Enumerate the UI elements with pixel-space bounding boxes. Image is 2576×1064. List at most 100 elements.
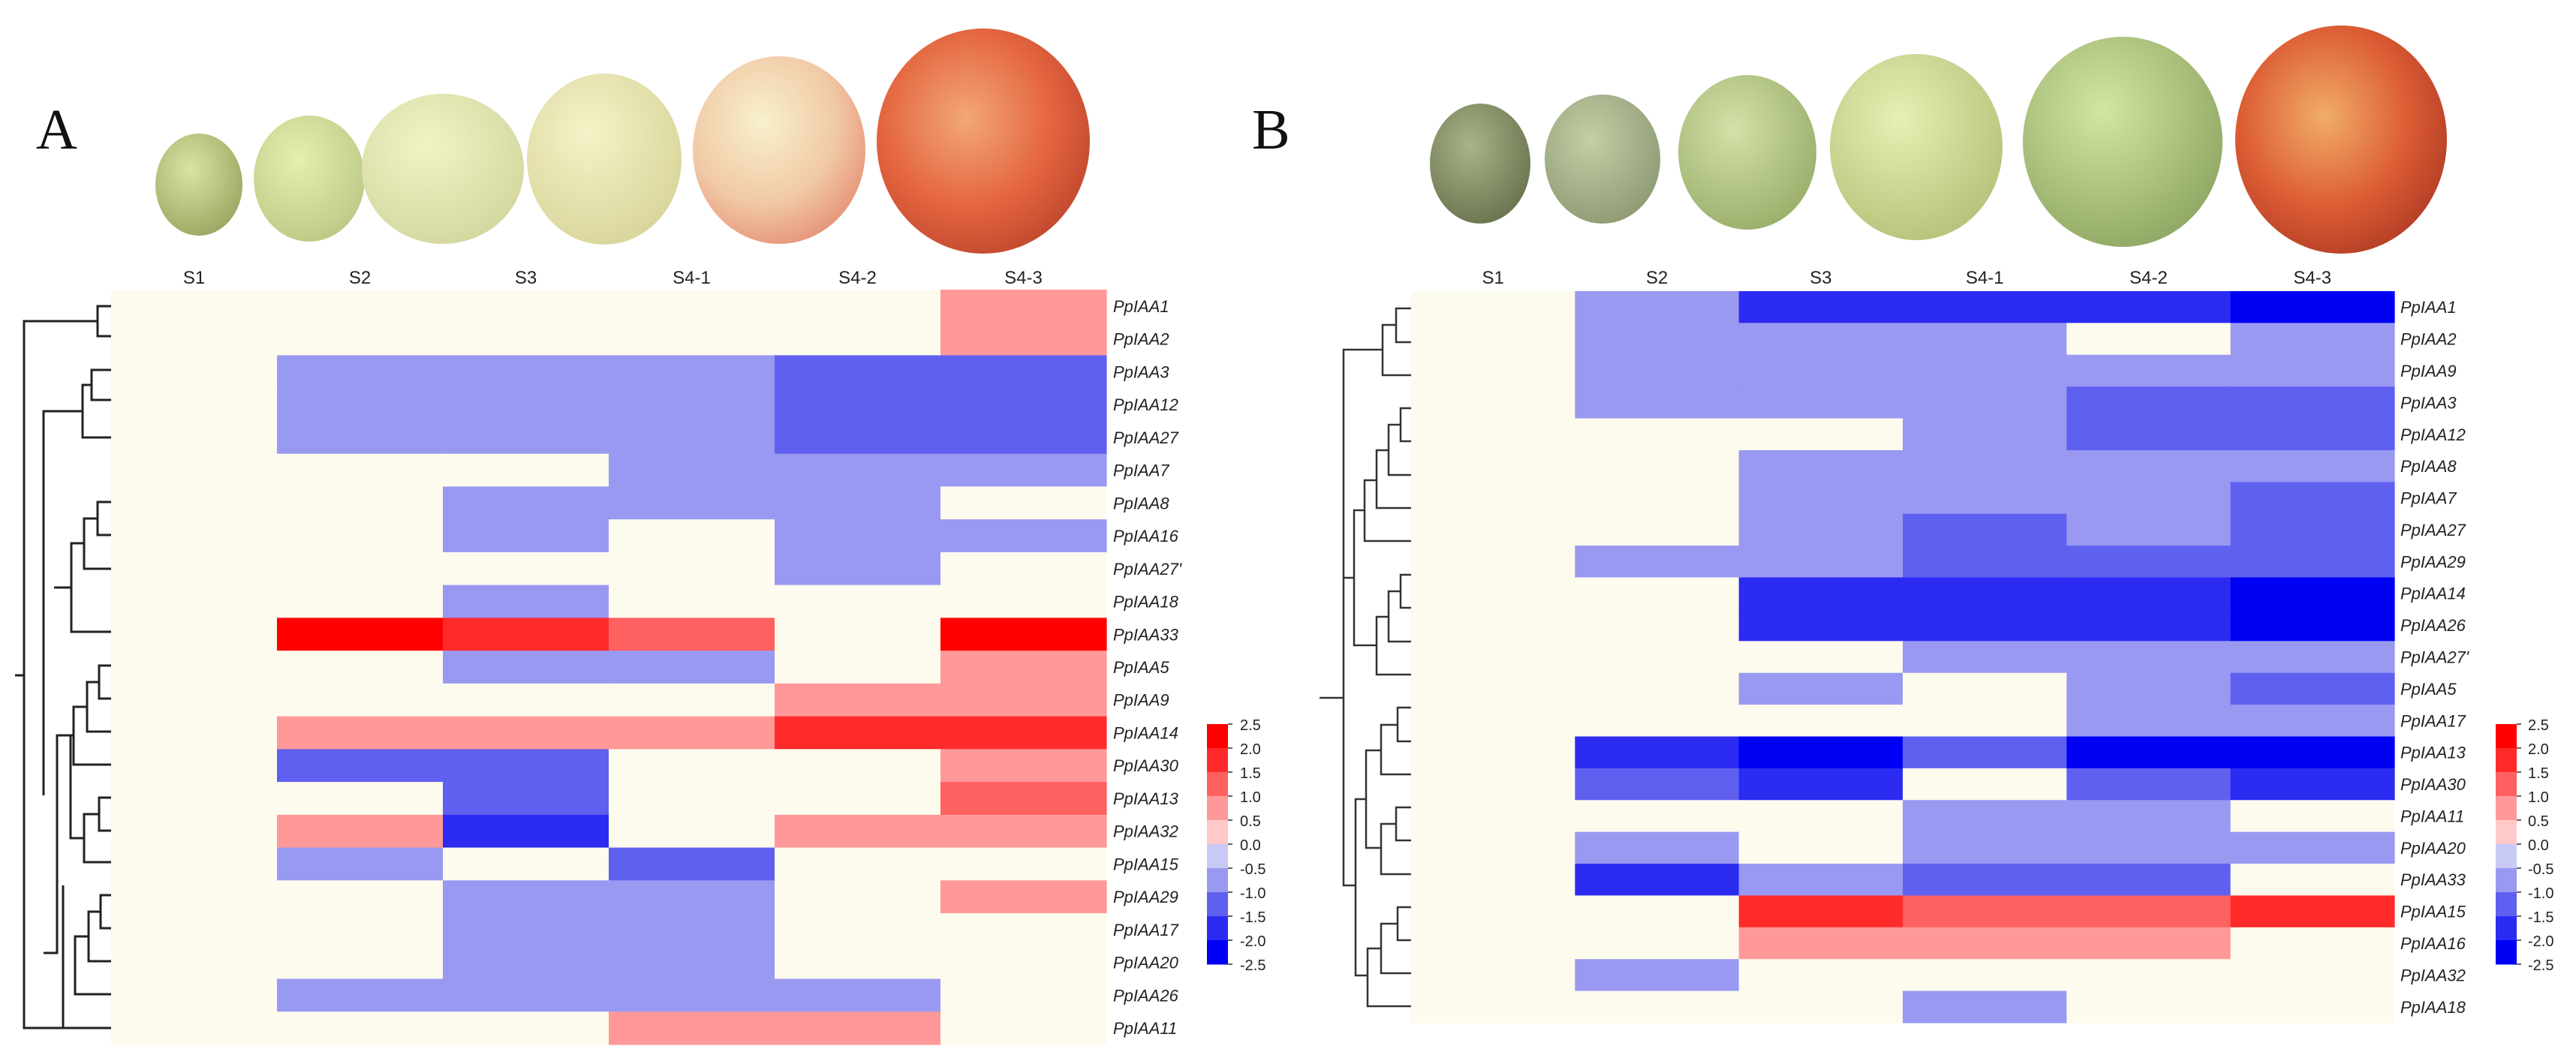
heatmap-cell bbox=[1738, 831, 1903, 864]
heatmap-cell bbox=[775, 420, 941, 455]
row-label: PpIAA18 bbox=[1113, 593, 1179, 612]
heatmap-cell bbox=[111, 355, 278, 389]
heatmap-cell bbox=[1903, 418, 2067, 451]
heatmap-cell bbox=[1411, 449, 1575, 482]
heatmap-cell bbox=[1903, 291, 2067, 323]
column-label: S3 bbox=[1810, 268, 1831, 288]
heatmap-cell bbox=[1738, 546, 1903, 579]
heatmap-cell bbox=[1575, 291, 1740, 323]
row-label: PpIAA27' bbox=[1113, 560, 1182, 579]
heatmap-cell bbox=[940, 749, 1107, 783]
heatmap-cell bbox=[111, 880, 278, 914]
heatmap-cell bbox=[940, 618, 1107, 651]
heatmap-cell bbox=[443, 651, 609, 684]
heatmap-cell bbox=[775, 913, 941, 947]
heatmap-cell bbox=[2066, 354, 2231, 387]
heatmap-cell bbox=[1575, 800, 1740, 833]
heatmap-cell bbox=[2066, 768, 2231, 801]
row-label: PpIAA20 bbox=[1113, 954, 1179, 972]
heatmap-cell bbox=[2230, 291, 2395, 323]
legend-tick-label: 2.0 bbox=[2528, 741, 2549, 758]
heatmap-cell bbox=[1903, 513, 2067, 546]
legend-tick-label: 0.0 bbox=[2528, 837, 2549, 854]
heatmap-cell bbox=[1903, 323, 2067, 356]
row-label: PpIAA27 bbox=[2400, 521, 2466, 540]
legend-tick-label: -0.5 bbox=[2528, 861, 2553, 878]
row-label: PpIAA18 bbox=[2400, 998, 2466, 1017]
row-label: PpIAA13 bbox=[1113, 789, 1179, 808]
heatmap-cell bbox=[277, 716, 444, 750]
heatmap-cell bbox=[775, 880, 941, 914]
heatmap-cell bbox=[277, 978, 444, 1012]
heatmap-cell bbox=[1411, 831, 1575, 864]
heatmap-cell bbox=[2066, 546, 2231, 579]
heatmap-cell bbox=[2066, 609, 2231, 642]
legend-tick-label: -2.0 bbox=[2528, 933, 2553, 950]
heatmap-cell bbox=[111, 552, 278, 586]
dendrogram-a bbox=[15, 305, 111, 1029]
fruit-a-s2 bbox=[254, 116, 365, 242]
heatmap-cell bbox=[1738, 864, 1903, 897]
row-label: PpIAA7 bbox=[2400, 489, 2457, 508]
heatmap-cell bbox=[1575, 927, 1740, 960]
heatmap-cell bbox=[1411, 800, 1575, 833]
fruit-b-s4-2 bbox=[2023, 37, 2222, 247]
heatmap-cell bbox=[1903, 449, 2067, 482]
heatmap-cell bbox=[775, 945, 941, 980]
legend-tick-label: -1.0 bbox=[1240, 885, 1265, 902]
heatmap-cell bbox=[940, 388, 1107, 422]
column-label: S4-3 bbox=[2293, 268, 2331, 288]
heatmap-cell bbox=[1903, 354, 2067, 387]
heatmap-cell bbox=[111, 683, 278, 717]
heatmap-cell bbox=[443, 355, 609, 389]
heatmap-cell bbox=[1903, 831, 2067, 864]
heatmap-cell bbox=[1575, 323, 1740, 356]
heatmap-cell bbox=[2066, 449, 2231, 482]
heatmap-cell bbox=[609, 651, 775, 684]
legend-b-swatches bbox=[2496, 724, 2517, 965]
heatmap-cell bbox=[1903, 386, 2067, 419]
heatmap-cell bbox=[2230, 736, 2395, 769]
legend-tick-label: 2.5 bbox=[2528, 717, 2549, 734]
heatmap-cell bbox=[277, 585, 444, 618]
heatmap-cell bbox=[940, 978, 1107, 1012]
heatmap-cell bbox=[2066, 418, 2231, 451]
heatmap-cell bbox=[1903, 895, 2067, 928]
heatmap-cell bbox=[940, 651, 1107, 684]
heatmap-cell bbox=[1738, 990, 1903, 1023]
row-label: PpIAA29 bbox=[2400, 552, 2466, 571]
heatmap-cell bbox=[609, 978, 775, 1012]
heatmap-cell bbox=[2230, 449, 2395, 482]
legend-tick-label: 1.5 bbox=[1240, 765, 1261, 782]
heatmap-cell bbox=[1575, 577, 1740, 610]
heatmap-cell bbox=[2230, 609, 2395, 642]
legend-swatch bbox=[2496, 868, 2517, 893]
heatmap-cell bbox=[609, 355, 775, 389]
heatmap-cell bbox=[775, 290, 941, 323]
legend-a-swatches bbox=[1207, 724, 1228, 965]
heatmap-cell bbox=[277, 913, 444, 947]
heatmap-cell bbox=[443, 552, 609, 586]
column-label: S3 bbox=[515, 268, 537, 288]
heatmap-cell bbox=[443, 945, 609, 980]
legend-swatch bbox=[1207, 820, 1228, 845]
cells-b bbox=[1411, 291, 2395, 1023]
heatmap-cell bbox=[1738, 482, 1903, 515]
heatmap-cell bbox=[111, 978, 278, 1012]
heatmap-cell bbox=[609, 453, 775, 488]
heatmap-cell bbox=[940, 420, 1107, 455]
heatmap-cell bbox=[1575, 482, 1740, 515]
heatmap-cell bbox=[443, 388, 609, 422]
legend-swatch bbox=[2496, 796, 2517, 821]
heatmap-cell bbox=[1738, 513, 1903, 546]
legend-tick-label: 1.0 bbox=[2528, 789, 2549, 806]
heatmap-cell bbox=[2230, 895, 2395, 928]
heatmap-cell bbox=[775, 847, 941, 881]
row-label: PpIAA27' bbox=[2400, 648, 2469, 667]
heatmap-cell bbox=[940, 683, 1107, 717]
panel-a-letter: A bbox=[36, 98, 77, 161]
column-label: S4-1 bbox=[1966, 268, 2004, 288]
row-label: PpIAA8 bbox=[1113, 494, 1169, 512]
heatmap-cell bbox=[1903, 577, 2067, 610]
heatmap-cell bbox=[1575, 449, 1740, 482]
